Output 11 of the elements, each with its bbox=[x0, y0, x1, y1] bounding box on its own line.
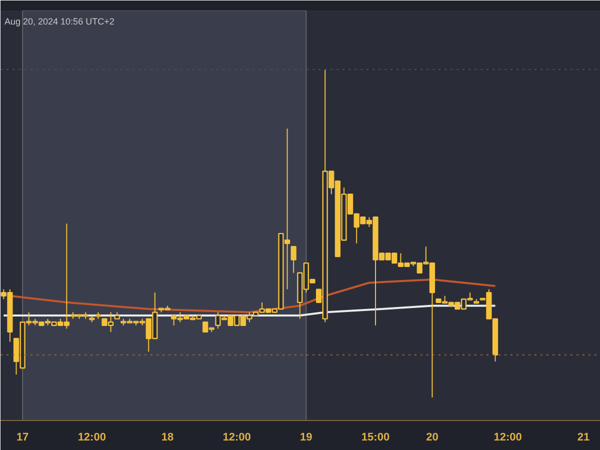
x-tick-label: 12:00 bbox=[78, 432, 106, 444]
x-tick-label: 19 bbox=[300, 432, 312, 444]
x-tick-label: 20 bbox=[426, 432, 438, 444]
x-tick-label: 18 bbox=[161, 432, 174, 444]
x-tick-label: 12:00 bbox=[222, 432, 251, 444]
x-tick-label: 15:00 bbox=[361, 432, 390, 444]
candlestick bbox=[290, 246, 296, 274]
text: Aug 20, 2024 10:56 UTC+2 bbox=[4, 16, 114, 26]
x-tick-label: 12:00 bbox=[494, 432, 522, 444]
x-tick-label: 17 bbox=[16, 432, 29, 444]
x-tick-label: 21 bbox=[577, 432, 590, 444]
